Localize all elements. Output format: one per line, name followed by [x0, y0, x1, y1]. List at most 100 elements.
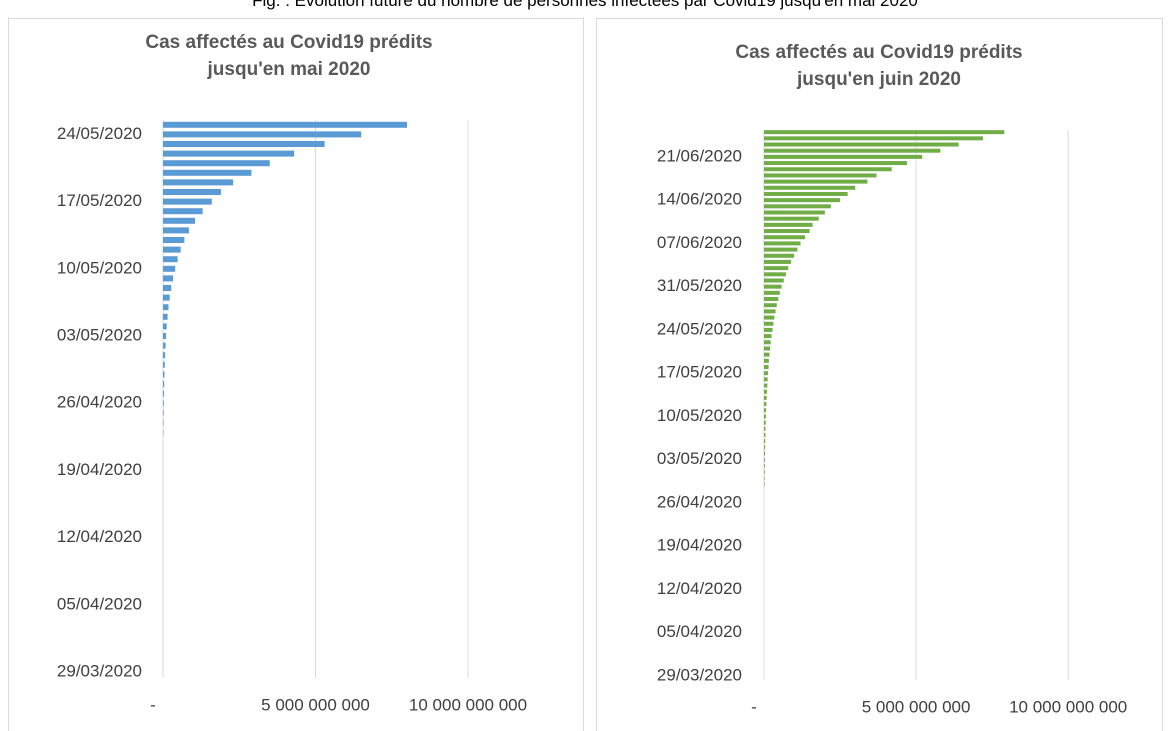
bar — [764, 451, 766, 456]
bar — [764, 315, 775, 320]
bar — [764, 167, 892, 172]
bar — [764, 463, 765, 468]
bar — [764, 426, 766, 431]
x-tick-label: 5 000 000 000 — [862, 697, 971, 716]
bar — [163, 313, 168, 320]
bar — [764, 371, 768, 376]
bar — [764, 161, 907, 166]
bar — [764, 402, 767, 407]
bar — [163, 361, 165, 368]
bar — [764, 130, 1005, 135]
y-tick-label: 26/04/2020 — [657, 492, 742, 511]
bar — [163, 160, 270, 167]
bar — [163, 121, 407, 128]
bar — [764, 154, 923, 159]
bar — [163, 333, 167, 339]
y-tick-label: 29/03/2020 — [57, 661, 142, 680]
y-tick-label: 10/05/2020 — [657, 406, 742, 425]
y-tick-label: 05/04/2020 — [657, 622, 742, 641]
bar — [764, 247, 798, 252]
bar — [764, 470, 765, 475]
bar — [163, 352, 166, 359]
bar — [764, 389, 767, 394]
bar — [163, 227, 189, 234]
bar — [764, 352, 770, 357]
bar — [764, 414, 766, 419]
bar — [764, 266, 789, 271]
bar — [163, 304, 169, 311]
bar — [764, 191, 848, 196]
bar — [163, 409, 164, 416]
bar — [764, 377, 768, 382]
bar — [764, 235, 806, 240]
bar — [764, 482, 765, 487]
bar — [764, 439, 766, 444]
bar — [764, 185, 856, 190]
bar — [764, 476, 765, 481]
bar — [764, 420, 766, 425]
bar — [163, 208, 203, 215]
y-tick-label: 03/05/2020 — [57, 325, 142, 344]
bar — [764, 327, 773, 332]
bar — [163, 217, 196, 224]
bar — [764, 253, 795, 258]
bar — [764, 278, 784, 283]
chart-title: jusqu'en juin 2020 — [796, 69, 961, 90]
bar — [764, 179, 868, 184]
bar — [764, 309, 776, 314]
bar — [163, 323, 167, 330]
bar — [163, 179, 234, 186]
y-tick-label: 26/04/2020 — [57, 393, 142, 412]
y-tick-label: 07/06/2020 — [657, 233, 742, 252]
x-tick-label: 5 000 000 000 — [261, 695, 370, 714]
y-tick-label: 03/05/2020 — [657, 449, 742, 468]
y-tick-label: 24/05/2020 — [57, 124, 142, 143]
chart-title: Cas affectés au Covid19 prédits — [145, 32, 432, 53]
bar — [764, 210, 825, 215]
chart-title: jusqu'en mai 2020 — [207, 59, 371, 80]
bar — [764, 198, 841, 203]
bar — [764, 272, 786, 277]
bar — [764, 408, 767, 413]
bar — [764, 284, 782, 289]
bar — [764, 457, 765, 462]
y-tick-label: 05/04/2020 — [57, 594, 142, 613]
y-tick-label: 19/04/2020 — [657, 536, 742, 555]
bar — [163, 141, 325, 147]
bar — [764, 321, 774, 326]
bar — [163, 371, 165, 378]
bar — [764, 383, 768, 388]
bar — [764, 340, 771, 345]
bar — [764, 222, 813, 227]
bar — [163, 419, 164, 426]
y-tick-label: 21/06/2020 — [657, 146, 742, 165]
bar — [764, 358, 769, 363]
bar — [764, 290, 780, 295]
bar — [764, 297, 779, 302]
panel — [596, 18, 1163, 731]
bar — [163, 342, 166, 349]
bar — [764, 395, 767, 400]
bar — [764, 173, 877, 178]
bar — [163, 150, 295, 157]
x-tick-label: 10 000 000 000 — [1009, 697, 1127, 716]
y-tick-label: 31/05/2020 — [657, 276, 742, 295]
bar — [163, 246, 181, 253]
bar — [764, 259, 792, 264]
bar — [163, 256, 178, 263]
bar — [764, 148, 941, 153]
bar — [764, 142, 959, 147]
y-tick-label: 24/05/2020 — [657, 319, 742, 338]
x-tick-label: - — [150, 695, 156, 714]
bar — [764, 229, 810, 234]
y-tick-label: 14/06/2020 — [657, 190, 742, 209]
y-tick-label: 12/04/2020 — [657, 579, 742, 598]
bar — [163, 265, 176, 272]
bar — [163, 400, 164, 407]
bar — [764, 334, 772, 339]
y-tick-label: 17/05/2020 — [57, 191, 142, 210]
bar — [163, 294, 170, 301]
bar — [163, 285, 172, 291]
x-tick-label: - — [751, 697, 757, 716]
